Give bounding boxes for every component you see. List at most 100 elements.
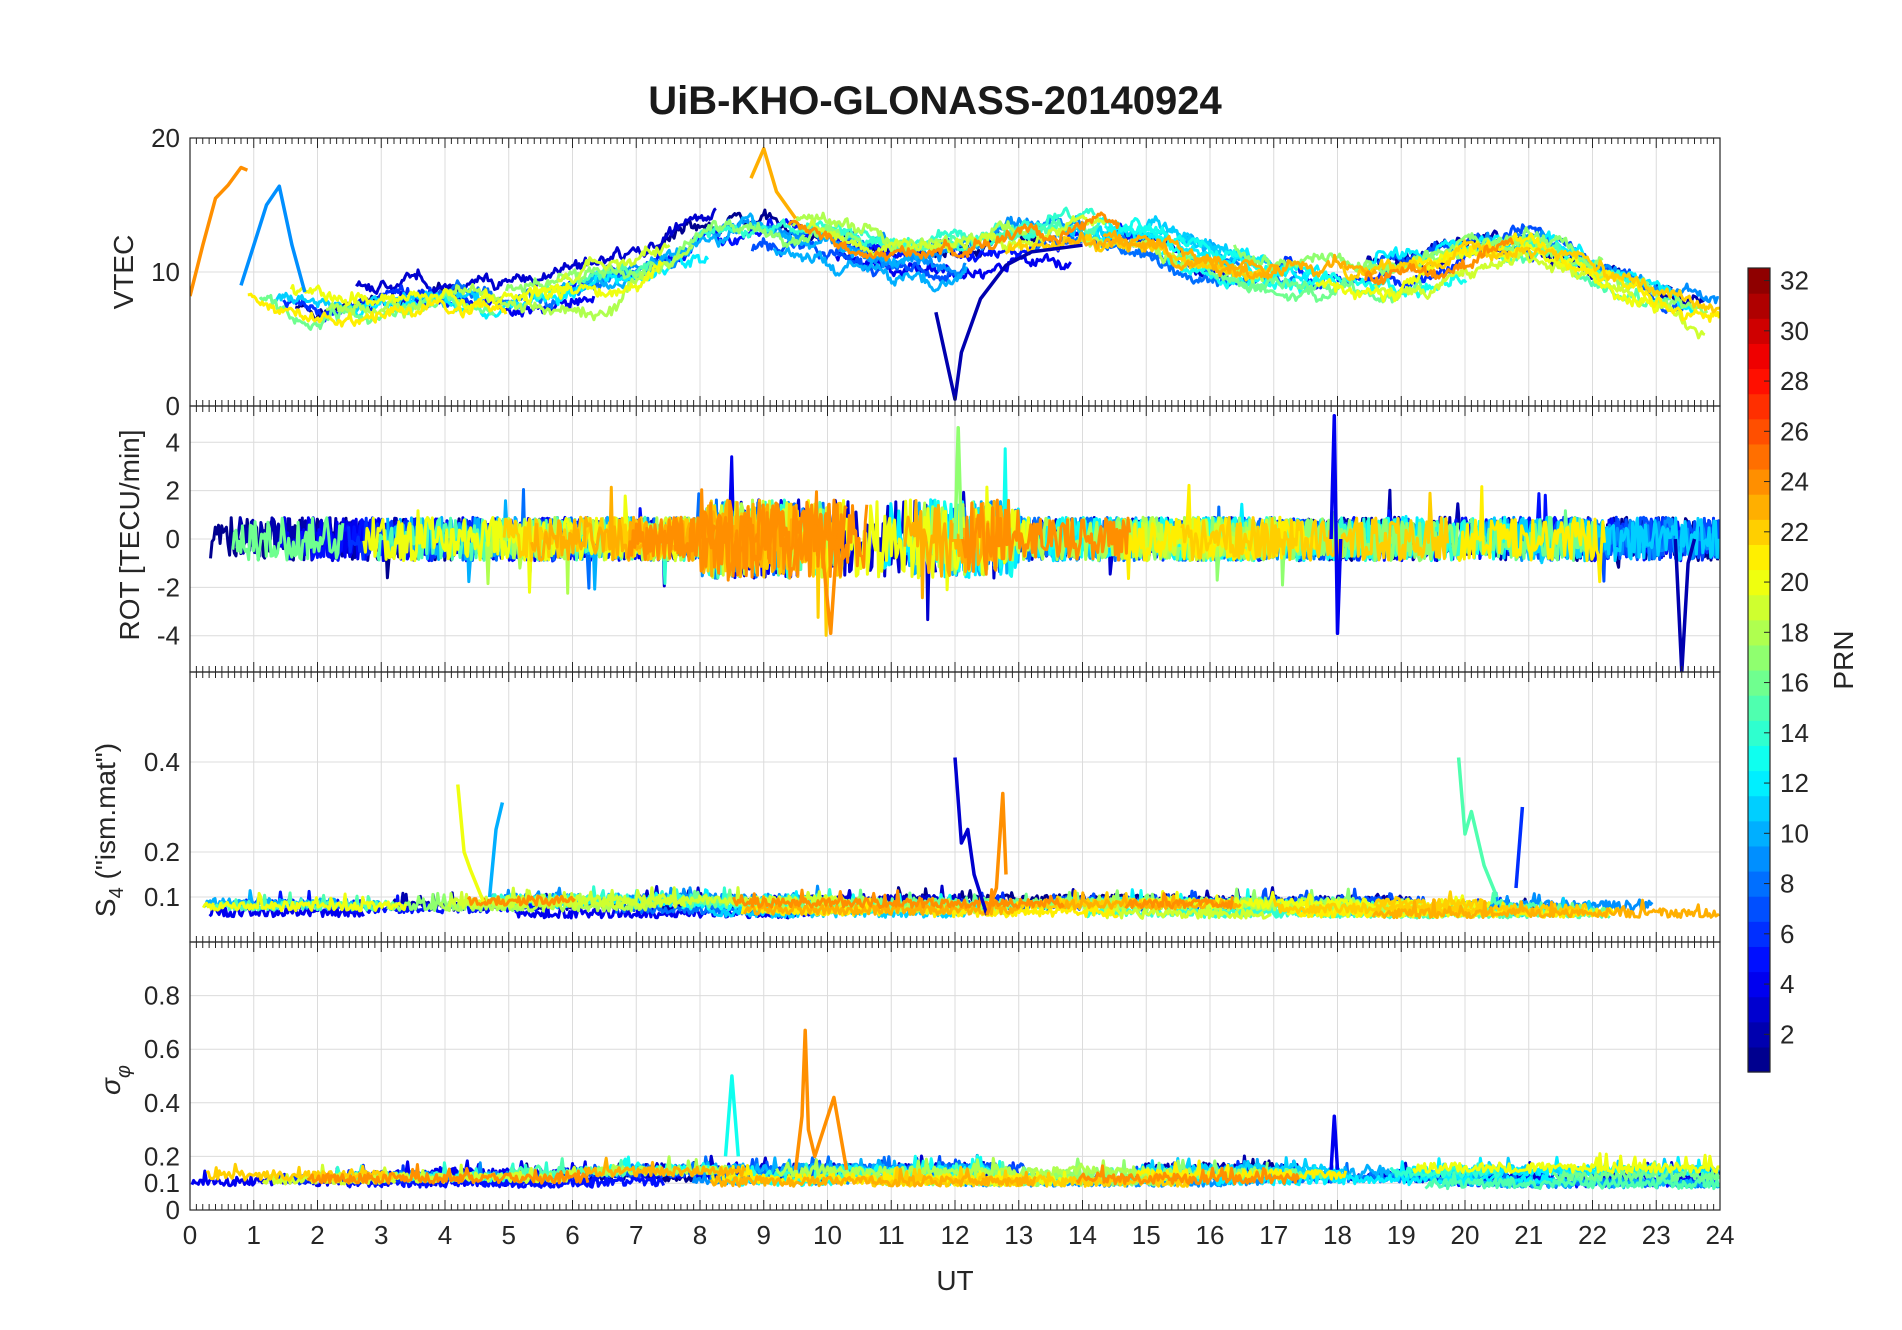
colorbar-swatch [1748,871,1770,897]
colorbar-tick-label: 32 [1780,266,1809,296]
x-tick-label: 5 [502,1220,516,1250]
svg-text:S4 ("ism.mat"): S4 ("ism.mat") [90,743,128,917]
colorbar-tick-label: 4 [1780,969,1794,999]
series-prn-24 [1124,892,1234,910]
series-prn-22 [205,1162,395,1182]
event-prn-23 [749,146,798,220]
x-tick-label: 3 [374,1220,388,1250]
colorbar-swatch [1748,293,1770,319]
colorbar-swatch [1748,268,1770,294]
y-tick-label: 10 [151,257,180,287]
series-prn-15 [1424,1171,1720,1191]
y-tick-label: 0.1 [144,1168,180,1198]
y-tick-label: 2 [166,476,180,506]
y-tick-label: 0.1 [144,882,180,912]
colorbar-swatch [1748,745,1770,772]
series-prn-18 [325,244,695,322]
colorbar-tick-label: 20 [1780,567,1809,597]
colorbar-label: PRN [1828,630,1859,689]
colorbar-tick-label: 6 [1780,919,1794,949]
series-prn-24 [732,888,1065,909]
series-prn-16 [1239,277,1349,303]
colorbar-swatch [1748,619,1770,646]
series-prn-23 [743,895,1020,916]
series-prn-22 [1180,491,1450,562]
series-prn-11 [1525,516,1720,565]
colorbar-swatch [1748,418,1770,445]
x-tick-label: 1 [247,1220,261,1250]
x-tick-label: 18 [1323,1220,1352,1250]
y-tick-label: -4 [157,621,180,651]
colorbar-swatch [1748,644,1770,671]
y-tick-label: 0.2 [144,837,180,867]
x-tick-label: 21 [1514,1220,1543,1250]
series-prn-24 [642,499,869,582]
colorbar-tick-label: 12 [1780,768,1809,798]
series-prn-20 [362,494,680,594]
x-tick-label: 23 [1642,1220,1671,1250]
x-tick-label: 7 [629,1220,643,1250]
event-prn-24 [793,1028,849,1171]
series-prn-21 [1456,485,1606,584]
colorbar-tick-label: 28 [1780,366,1809,396]
event-prn-13 [723,1074,741,1157]
event-prn-2 [1673,538,1697,672]
series-prn-19 [1102,899,1272,920]
series-prn-16 [231,516,345,562]
series-prn-17 [504,219,862,296]
y-tick-label: 0.4 [144,747,180,777]
colorbar-tick-label: 10 [1780,818,1809,848]
colorbar-tick-label: 2 [1780,1019,1794,1049]
series-prn-24 [1364,237,1515,286]
colorbar-swatch [1748,469,1770,495]
colorbar-swatch [1748,720,1770,746]
series-prn-24 [306,1163,590,1185]
colorbar-swatch [1748,393,1770,420]
panel-vtec: 0 10 20 [151,123,1721,421]
series-prn-19 [799,214,1108,257]
colorbar-swatch [1748,921,1770,947]
series-prn-21 [921,897,1119,919]
series-prn-24 [960,498,1132,576]
event-prn-24 [819,538,839,636]
event-prn-17 [953,426,964,540]
colorbar-tick-label: 8 [1780,869,1794,899]
series-prn-21 [247,292,508,328]
x-tick-label: 9 [757,1220,771,1250]
y-tick-label: 4 [166,427,180,457]
colorbar-swatch [1748,820,1770,847]
series-prn-24 [787,211,1121,262]
series-prn-20 [522,260,664,305]
colorbar-tick-label: 16 [1780,668,1809,698]
event-prn-4 [1329,413,1343,636]
x-tick-label: 11 [878,1220,905,1250]
series-prn-23 [1064,231,1278,280]
panel-s4: 0.1 0.2 0.4 [144,671,1721,943]
colorbar-tick-label: 24 [1780,467,1809,497]
series-prn-16 [1169,250,1423,304]
x-tick-label: 12 [941,1220,970,1250]
x-tick-label: 17 [1259,1220,1288,1250]
x-tick-label: 6 [565,1220,579,1250]
x-tick-label: 24 [1706,1220,1735,1250]
colorbar-tick-label: 18 [1780,617,1809,647]
y-tick-label: 0 [166,524,180,554]
y-tick-label: 0 [166,1195,180,1225]
x-tick-labels: 0 1 2 3 4 5 6 7 8 9 10 11 12 13 14 15 16 17 18 19 20 21 22 23 24 [183,1220,1735,1250]
y-tick-label: 20 [151,123,180,153]
colorbar-tick-label: 30 [1780,316,1809,346]
colorbar-swatch [1748,343,1770,370]
series-prn-20 [201,891,408,913]
colorbar-swatch [1748,896,1770,922]
colorbar-swatch [1748,1046,1770,1073]
panel-sigma: 00.10.2 0.4 0.6 0.8 [144,941,1721,1225]
colorbar-swatch [1748,670,1770,696]
colorbar-swatch [1748,1021,1770,1048]
x-tick-label: 0 [183,1220,197,1250]
series-prn-19 [556,242,671,285]
series-prn-23 [582,1156,747,1178]
event-prn-10 [487,802,505,898]
x-axis-label: UT [936,1265,973,1296]
colorbar-swatch [1748,494,1770,520]
